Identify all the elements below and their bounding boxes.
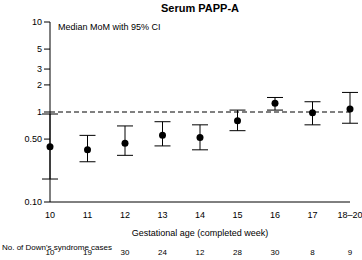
svg-text:10: 10 [32,17,42,27]
svg-text:10: 10 [45,210,55,220]
svg-text:30: 30 [271,248,280,257]
svg-text:9: 9 [348,248,353,257]
svg-text:13: 13 [157,210,167,220]
svg-text:Gestational age (completed wee: Gestational age (completed week) [132,228,269,238]
svg-text:2: 2 [37,80,42,90]
svg-text:14: 14 [195,210,205,220]
svg-text:30: 30 [121,248,130,257]
svg-text:12: 12 [196,248,205,257]
svg-text:17: 17 [307,210,317,220]
svg-text:3: 3 [37,64,42,74]
svg-text:11: 11 [83,210,92,220]
svg-text:16: 16 [270,210,280,220]
svg-text:19: 19 [83,248,92,257]
svg-text:24: 24 [158,248,167,257]
svg-text:12: 12 [120,210,130,220]
svg-text:18–20: 18–20 [337,210,354,220]
svg-text:10: 10 [46,248,55,257]
svg-text:1: 1 [37,107,42,117]
svg-text:8: 8 [310,248,315,257]
svg-text:15: 15 [232,210,242,220]
svg-text:28: 28 [233,248,242,257]
svg-text:0.50: 0.50 [24,134,42,144]
svg-text:0.10: 0.10 [24,197,42,207]
svg-text:5: 5 [37,44,42,54]
